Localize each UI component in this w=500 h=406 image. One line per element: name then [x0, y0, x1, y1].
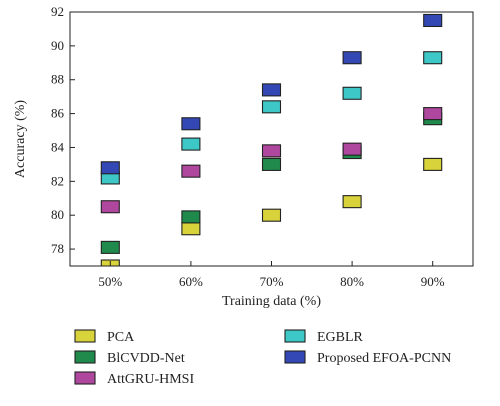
y-tick-label: 78 — [51, 241, 64, 256]
data-point-blcvdd-net — [261, 157, 282, 171]
x-tick-label: 90% — [421, 274, 445, 289]
x-axis-ticks: 50% 60% 70% 80% 90% — [98, 261, 445, 289]
legend-label-proposed-efoa-pcnn: Proposed EFOA-PCNN — [317, 351, 451, 366]
legend-label-blcvdd-net: BlCVDD-Net — [107, 351, 185, 366]
y-tick-label: 86 — [51, 106, 65, 121]
x-tick-label: 80% — [340, 274, 364, 289]
y-tick-label: 84 — [51, 139, 65, 154]
data-point-blcvdd-net — [100, 240, 120, 254]
legend-label-egblr: EGBLR — [317, 330, 364, 345]
legend: PCA BlCVDD-Net AttGRU-HMSI EGBLR Proposed EF… — [74, 329, 451, 387]
data-point-attgru-hmsi — [342, 142, 362, 156]
legend-swatch-attgru-hmsi — [74, 371, 96, 385]
data-point-attgru-hmsi — [100, 200, 120, 214]
y-tick-label: 90 — [51, 38, 64, 53]
data-point-egblr — [181, 137, 201, 151]
data-point-proposed-efoa-pcnn — [261, 83, 282, 97]
data-point-pca — [181, 222, 201, 236]
y-axis-label: Accuracy (%) — [13, 100, 28, 178]
data-point-blcvdd-net — [181, 210, 201, 224]
legend-swatch-pca — [74, 329, 96, 343]
x-tick-label: 50% — [98, 274, 122, 289]
data-point-proposed-efoa-pcnn — [342, 51, 362, 65]
data-point-egblr — [342, 86, 362, 100]
legend-swatch-egblr — [284, 329, 306, 343]
data-point-proposed-efoa-pcnn — [181, 117, 201, 131]
y-tick-label: 82 — [51, 173, 64, 188]
y-tick-label: 80 — [51, 207, 64, 222]
legend-swatch-proposed-efoa-pcnn — [284, 350, 306, 364]
legend-label-attgru-hmsi: AttGRU-HMSI — [107, 372, 194, 387]
x-tick-label: 70% — [260, 274, 284, 289]
legend-label-pca: PCA — [107, 330, 135, 345]
data-point-pca — [342, 195, 362, 209]
plot-marks — [100, 13, 443, 266]
data-point-attgru-hmsi — [423, 107, 443, 121]
data-point-pca — [261, 208, 282, 222]
legend-swatch-blcvdd-net — [74, 350, 96, 364]
plot-frame — [69, 11, 474, 267]
x-tick-label: 60% — [179, 274, 203, 289]
data-point-pca — [423, 157, 443, 171]
data-point-proposed-efoa-pcnn — [423, 13, 443, 28]
data-point-egblr — [423, 51, 443, 65]
data-point-attgru-hmsi — [261, 144, 282, 158]
x-axis-label: Training data (%) — [222, 294, 321, 309]
y-axis-ticks: 78 80 82 84 86 88 90 92 — [51, 4, 75, 256]
y-tick-label: 92 — [51, 4, 64, 19]
data-point-egblr — [261, 100, 282, 114]
data-point-proposed-efoa-pcnn — [100, 161, 120, 175]
data-point-attgru-hmsi — [181, 164, 201, 178]
y-tick-label: 88 — [51, 72, 64, 87]
